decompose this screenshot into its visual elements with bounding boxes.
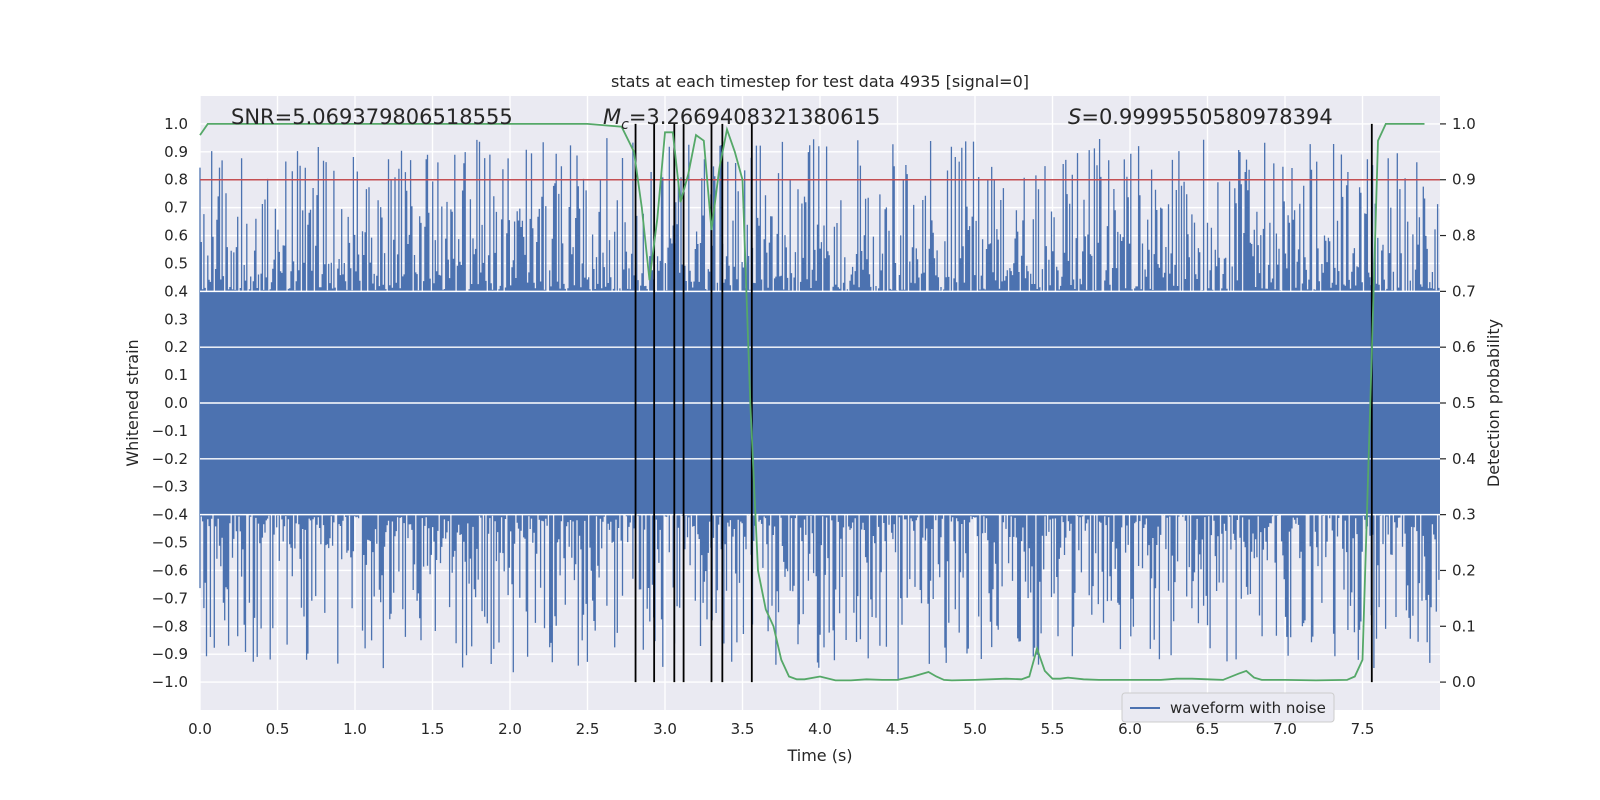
x-tick-label: 2.5 [576, 720, 600, 738]
y-tick-label-left: 0.9 [164, 143, 188, 161]
probability-line [199, 123, 1425, 682]
y-tick-label-right: 1.0 [1452, 115, 1476, 133]
legend-box [1121, 692, 1335, 723]
x-tick-label: 3.0 [653, 720, 677, 738]
chirp-mass-value: =3.2669408321380615 [629, 105, 880, 129]
y-tick-label-right: 0.3 [1452, 506, 1476, 524]
chart-title: stats at each timestep for test data 493… [611, 72, 1029, 91]
y-tick-label-left: −0.9 [152, 645, 188, 663]
tick-labels: 0.0 0.5 1.0 1.5 2.0 2.5 3.0 3.5 4.0 4.5 5.0 5.5 6.0 6… [152, 115, 1476, 738]
vertical-markers [634, 123, 1373, 683]
x-tick-label: 7.0 [1273, 720, 1297, 738]
y-axis-label-left: Whitened strain [123, 339, 142, 466]
x-tick-label: 1.0 [343, 720, 367, 738]
x-tick-label: 7.5 [1351, 720, 1375, 738]
x-tick-label: 5.0 [963, 720, 987, 738]
y-tick-label-left: −0.2 [152, 450, 188, 468]
chirp-mass-subscript: c [621, 117, 629, 133]
x-tick-label: 0.0 [188, 720, 212, 738]
y-tick-label-left: −0.4 [152, 506, 188, 524]
score-symbol: S [1068, 105, 1081, 129]
chirp-mass-annotation: Mc=3.2669408321380615 [603, 105, 880, 133]
y-tick-label-right: 0.2 [1452, 561, 1476, 579]
x-tick-label: 0.5 [266, 720, 290, 738]
y-tick-label-right: 0.7 [1452, 282, 1476, 300]
y-tick-label-left: 0.5 [164, 254, 188, 272]
score-annotation: S=0.9999550580978394 [1068, 105, 1333, 129]
legend-label-waveform: waveform with noise [1170, 699, 1326, 717]
y-tick-label-right: 0.1 [1452, 617, 1476, 635]
x-tick-label: 1.5 [421, 720, 445, 738]
y-tick-label-right: 0.8 [1452, 227, 1476, 245]
x-tick-label: 4.5 [886, 720, 910, 738]
y-tick-label-left: −0.3 [152, 478, 188, 496]
y-tick-label-left: 0.1 [164, 366, 188, 384]
y-tick-label-left: −0.8 [152, 617, 188, 635]
x-tick-label: 6.5 [1196, 720, 1220, 738]
x-axis-label: Time (s) [786, 746, 852, 765]
y-tick-label-right: 0.4 [1452, 450, 1476, 468]
snr-annotation: SNR=5.069379806518555 [231, 105, 513, 129]
chirp-mass-symbol: M [603, 105, 621, 129]
y-tick-label-left: 1.0 [164, 115, 188, 133]
probability-curve [199, 123, 1425, 682]
y-tick-label-left: 0.0 [164, 394, 188, 412]
y-tick-label-right: 0.9 [1452, 171, 1476, 189]
y-tick-label-left: −0.6 [152, 561, 188, 579]
score-value: =0.9999550580978394 [1081, 105, 1332, 129]
noise-waveform [199, 138, 1440, 681]
y-tick-label-left: 0.8 [164, 171, 188, 189]
x-tick-label: 4.0 [808, 720, 832, 738]
y-tick-label-left: 0.4 [164, 282, 188, 300]
y-tick-label-left: 0.6 [164, 227, 188, 245]
legend: waveform with noise [1121, 692, 1335, 723]
x-tick-label: 5.5 [1041, 720, 1065, 738]
x-tick-label: 3.5 [731, 720, 755, 738]
y-tick-label-left: 0.2 [164, 338, 188, 356]
y-axis-label-right: Detection probability [1484, 319, 1503, 487]
y-tick-label-left: 0.3 [164, 310, 188, 328]
y-tick-label-right: 0.6 [1452, 338, 1476, 356]
y-tick-label-right: 0.5 [1452, 394, 1476, 412]
y-tick-label-right: 0.0 [1452, 673, 1476, 691]
x-tick-label: 2.0 [498, 720, 522, 738]
y-tick-label-left: −0.7 [152, 589, 188, 607]
y-tick-label-left: −0.5 [152, 534, 188, 552]
x-tick-label: 6.0 [1118, 720, 1142, 738]
y-tick-label-left: 0.7 [164, 199, 188, 217]
y-tick-label-left: −0.1 [152, 422, 188, 440]
y-tick-label-left: −1.0 [152, 673, 188, 691]
